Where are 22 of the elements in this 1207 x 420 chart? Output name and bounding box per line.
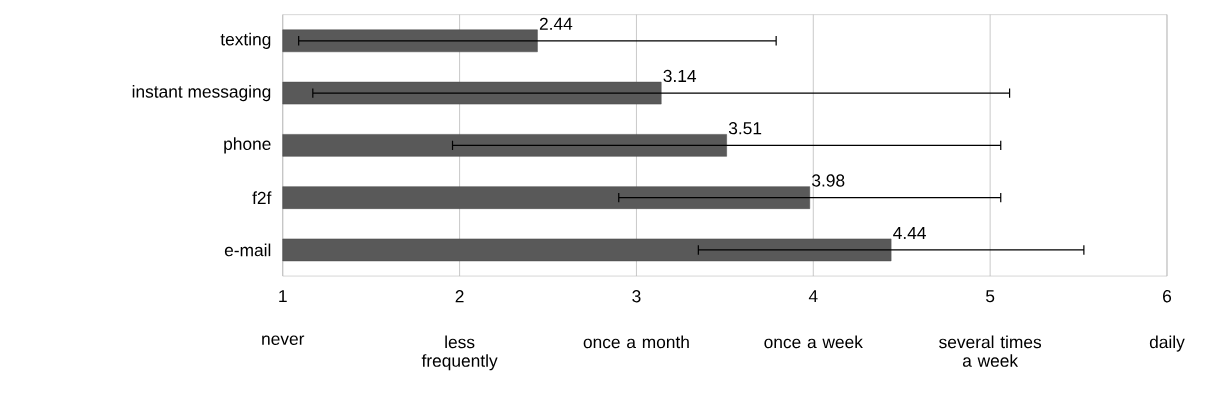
- text: several times a week: [939, 335, 1042, 367]
- x-tick-label: 2: [455, 290, 464, 303]
- data-label: 4.44: [893, 226, 926, 239]
- x-tick-label: 5: [986, 290, 995, 303]
- text: less frequently: [421, 335, 498, 371]
- y-tick-label: instant messaging: [132, 84, 271, 102]
- x-tick-label: 4: [808, 290, 818, 302]
- x-tick-label: 6: [1163, 290, 1172, 303]
- data-label: 3.51: [728, 122, 762, 135]
- y-tick-label: e-mail: [224, 243, 271, 257]
- x-tick-label: 1: [279, 290, 287, 302]
- y-tick-label: texting: [220, 32, 271, 49]
- data-label: 3.14: [663, 69, 697, 83]
- y-tick-label: f2f: [252, 191, 272, 204]
- x-tick-label: 3: [632, 290, 641, 303]
- text: once a week: [764, 335, 863, 349]
- y-tick-label: phone: [224, 137, 271, 154]
- data-label: 2.44: [539, 17, 573, 30]
- text: never: [262, 335, 305, 345]
- text: daily: [1149, 335, 1185, 352]
- text: once a month: [583, 335, 689, 349]
- data-label: 3.98: [812, 174, 845, 187]
